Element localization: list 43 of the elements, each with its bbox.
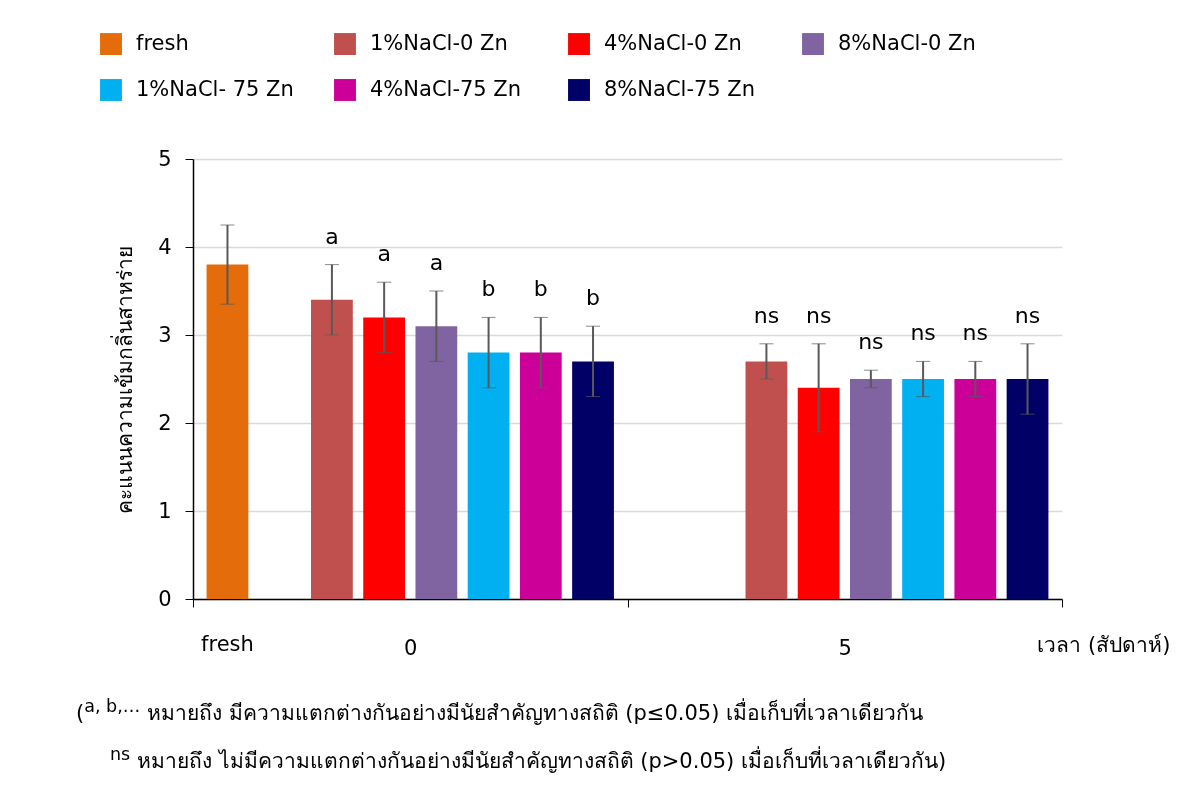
text: ($^{a, b,…}$ หมายถึง มีความแตกต่างกันอย่างมีนัยสำคัญทางสถิติ (p≤0.05) เมื่อเก็บที่เวลาเดียวกัน — [76, 696, 924, 727]
text: fresh — [201, 632, 254, 656]
bar — [902, 379, 944, 599]
data-label: ns — [858, 329, 884, 355]
data-label: ns — [962, 320, 989, 346]
y-tick-label: 4 — [158, 234, 172, 259]
y-axis-title: คะแนนความเข้มกลิ่นสาหร่าย — [110, 245, 138, 514]
legend-label: 1%NaCl-0 Zn — [370, 31, 508, 56]
bar — [206, 264, 249, 599]
data-label: b — [481, 276, 496, 302]
y-tick-label: 0 — [158, 586, 172, 611]
data-label: b — [533, 276, 548, 302]
data-label: ns — [1014, 302, 1041, 328]
legend-label: 4%NaCl-75 Zn — [370, 77, 522, 101]
bar — [849, 379, 892, 599]
data-label: ns — [910, 320, 936, 346]
data-label: a — [325, 223, 339, 249]
x-axis-title: เวลา (สัปดาห์) — [1037, 632, 1171, 657]
bar — [467, 352, 510, 599]
data-label: b — [586, 285, 601, 311]
legend-label: 1%NaCl- 75 Zn — [136, 77, 294, 101]
y-tick-label: 2 — [158, 410, 172, 435]
bar — [954, 379, 997, 599]
legend-label: 8%NaCl-0 Zn — [838, 31, 976, 56]
data-label: a — [377, 241, 391, 267]
bar — [1006, 379, 1049, 599]
text: $^{ns}$ หมายถึง ไม่มีความแตกต่างกันอย่างมีนัยสำคัญทางสถิติ (p>0.05) เมื่อเก็บที่เวลาเดียวกัน) — [110, 744, 947, 775]
legend-label: 8%NaCl-75 Zn — [604, 77, 756, 101]
bar — [572, 361, 614, 599]
y-tick-label: 5 — [158, 146, 172, 171]
data-label: ns — [753, 302, 780, 328]
bar — [745, 361, 788, 599]
legend-label: fresh — [136, 31, 189, 56]
bar — [363, 317, 406, 599]
y-tick-label: 1 — [158, 498, 172, 523]
data-label: a — [429, 250, 444, 275]
bar — [519, 352, 562, 599]
bar — [415, 326, 458, 599]
bar — [797, 387, 840, 599]
legend-label: 4%NaCl-0 Zn — [604, 31, 742, 56]
y-tick-label: 3 — [158, 322, 172, 347]
bar — [311, 299, 353, 599]
data-label: ns — [805, 302, 832, 328]
